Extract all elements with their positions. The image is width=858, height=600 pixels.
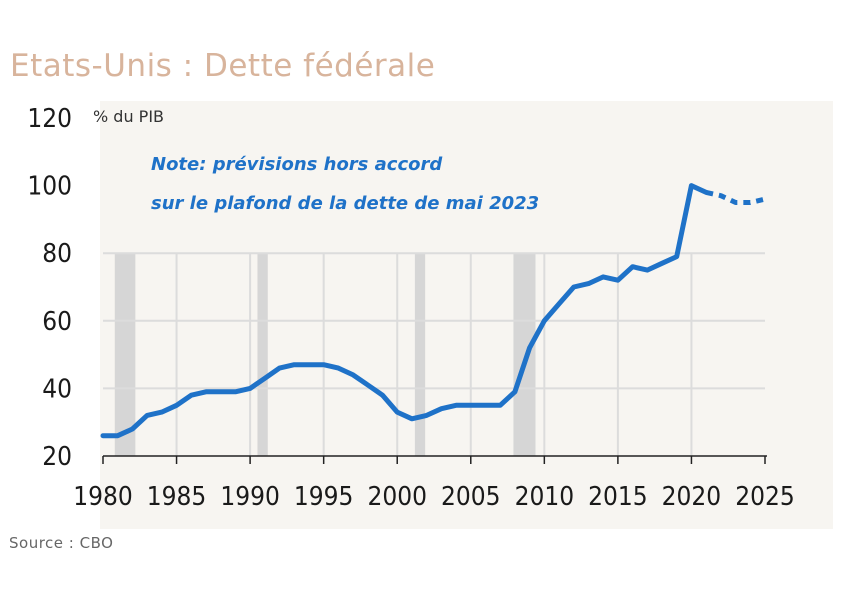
x-tick-label-1980: 1980 (73, 482, 133, 512)
x-tick-label-2010: 2010 (515, 482, 575, 512)
y-tick-label-20: 20 (42, 442, 72, 472)
x-tick-label-2020: 2020 (662, 482, 722, 512)
x-tick-label-2000: 2000 (367, 482, 427, 512)
recession-band-3 (414, 253, 426, 456)
recession-band-4 (513, 253, 536, 456)
note-line-2: sur le plafond de la dette de mai 2023 (151, 193, 539, 214)
source-note: Source : CBO (9, 534, 114, 552)
x-tick-label-1985: 1985 (147, 482, 207, 512)
x-tick-label-2005: 2005 (441, 482, 501, 512)
x-tick-label-2025: 2025 (735, 482, 795, 512)
y-tick-label-80: 80 (42, 239, 72, 269)
y-axis-unit-label: % du PIB (93, 107, 164, 126)
projection-series-line (705, 189, 766, 205)
chart-title: Etats-Unis : Dette fédérale (10, 48, 436, 84)
recession-band-2 (257, 253, 268, 456)
y-tick-label-100: 100 (27, 172, 72, 202)
y-tick-label-120: 120 (27, 104, 72, 134)
history-series-line (100, 183, 709, 439)
plot-background (100, 101, 833, 529)
x-tick-label-2015: 2015 (588, 482, 648, 512)
x-tick-label-1990: 1990 (220, 482, 280, 512)
y-tick-label-60: 60 (42, 307, 72, 337)
x-tick-label-1995: 1995 (294, 482, 354, 512)
note-line-1: Note: prévisions hors accord (151, 154, 443, 175)
y-tick-label-40: 40 (42, 374, 72, 404)
recession-band-1 (114, 253, 136, 456)
